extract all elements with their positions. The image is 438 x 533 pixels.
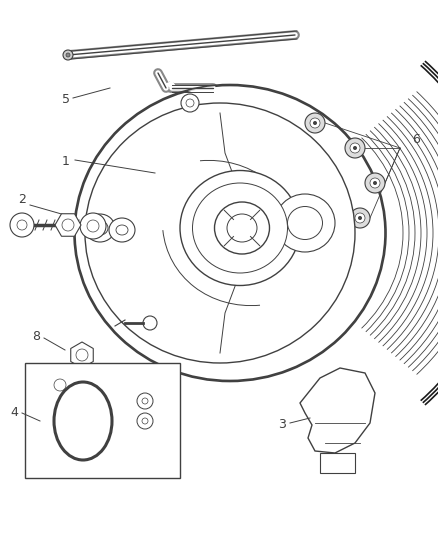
Ellipse shape [186, 99, 194, 107]
Circle shape [76, 349, 88, 361]
Circle shape [310, 118, 320, 128]
Text: 8: 8 [32, 330, 40, 343]
Polygon shape [300, 368, 375, 453]
Ellipse shape [227, 214, 257, 242]
Bar [25, 363, 180, 478]
Text: 4: 4 [10, 406, 18, 419]
Text: 3: 3 [278, 418, 286, 431]
Circle shape [142, 398, 148, 404]
Circle shape [87, 220, 99, 232]
Circle shape [350, 143, 360, 153]
Ellipse shape [85, 214, 115, 242]
Circle shape [66, 53, 70, 57]
Ellipse shape [85, 103, 355, 363]
Circle shape [63, 50, 73, 60]
Polygon shape [320, 453, 355, 473]
Circle shape [137, 413, 153, 429]
Polygon shape [55, 214, 81, 236]
Circle shape [142, 418, 148, 424]
Ellipse shape [75, 85, 385, 381]
Circle shape [370, 178, 380, 188]
Circle shape [305, 113, 325, 133]
Polygon shape [49, 372, 71, 398]
Circle shape [350, 208, 370, 228]
Ellipse shape [192, 183, 287, 273]
Ellipse shape [180, 171, 300, 286]
Ellipse shape [287, 206, 322, 239]
Ellipse shape [215, 202, 269, 254]
Text: 6: 6 [412, 133, 420, 146]
Circle shape [143, 316, 157, 330]
Ellipse shape [181, 94, 199, 112]
Text: 5: 5 [62, 93, 70, 106]
Circle shape [355, 213, 365, 223]
Circle shape [358, 216, 362, 220]
Circle shape [353, 146, 357, 150]
Ellipse shape [92, 221, 108, 235]
Circle shape [345, 138, 365, 158]
Circle shape [365, 173, 385, 193]
Ellipse shape [116, 225, 128, 235]
Circle shape [80, 213, 106, 239]
Ellipse shape [275, 194, 335, 252]
Text: 2: 2 [18, 193, 26, 206]
Circle shape [10, 213, 34, 237]
Circle shape [137, 393, 153, 409]
Circle shape [373, 181, 377, 185]
Text: 1: 1 [62, 155, 70, 168]
Circle shape [313, 121, 317, 125]
Circle shape [54, 379, 66, 391]
Polygon shape [71, 342, 93, 368]
Ellipse shape [109, 218, 135, 242]
